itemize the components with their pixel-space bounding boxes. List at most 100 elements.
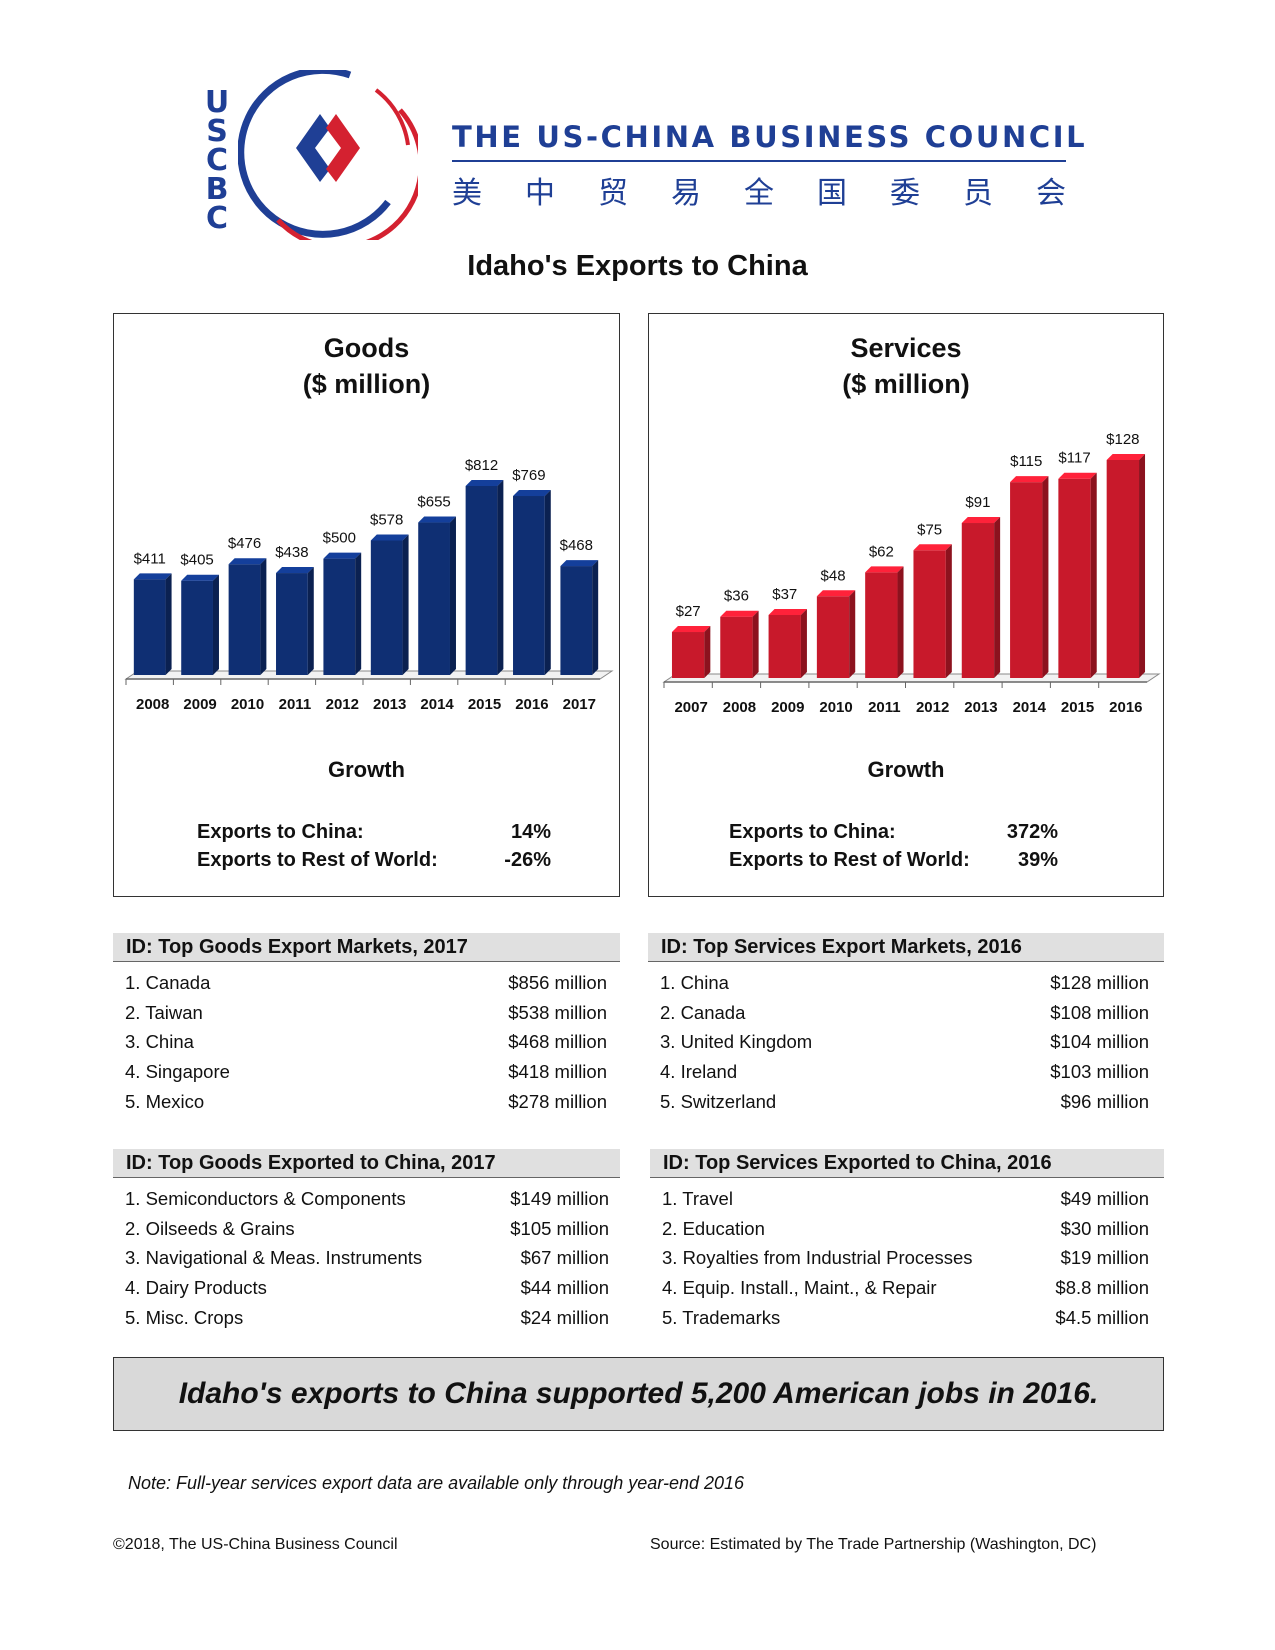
- chart-bar: [1058, 472, 1097, 678]
- goods-growth-label-china: Exports to China:: [197, 821, 364, 843]
- list-item-label: 4. Ireland: [660, 1061, 738, 1082]
- list-item: 3. Navigational & Meas. Instruments $67 m…: [125, 1243, 609, 1273]
- goods-bar-chart: $411 2008 $405 2009 $476 2010 $438 2011 $500 2012…: [124, 457, 614, 713]
- bar-data-label: $500: [323, 530, 356, 547]
- chart-bar: [418, 516, 456, 675]
- bar-data-label: $411: [134, 550, 166, 567]
- bar-data-label: $48: [821, 567, 846, 584]
- cn-char: 国: [817, 176, 847, 211]
- bar-data-label: $468: [560, 537, 593, 554]
- goods-growth-value-world: -26%: [504, 849, 551, 871]
- cn-char: 贸: [598, 176, 628, 211]
- list-item: 4. Singapore $418 million: [125, 1057, 607, 1087]
- chart-bar: [1010, 476, 1049, 678]
- list-item: 2. Taiwan $538 million: [125, 998, 607, 1028]
- x-tick-label: 2010: [819, 699, 852, 716]
- bar-data-label: $128: [1106, 431, 1139, 448]
- list-item: 3. China $468 million: [125, 1027, 607, 1057]
- uscbc-logo-icon: [238, 70, 418, 240]
- bar-data-label: $115: [1010, 453, 1042, 470]
- x-tick-label: 2008: [723, 699, 756, 716]
- cn-char: 易: [671, 176, 701, 211]
- list-item-label: 5. Switzerland: [660, 1091, 777, 1112]
- services-title-line2: ($ million): [842, 369, 970, 399]
- list-item-label: 3. China: [125, 1031, 194, 1052]
- list-item-value: $418 million: [508, 1061, 607, 1082]
- x-tick-label: 2014: [420, 696, 454, 713]
- chart-bar: [720, 610, 759, 678]
- cn-char: 全: [744, 176, 774, 211]
- cn-char: 会: [1036, 176, 1066, 211]
- services-markets-header: ID: Top Services Export Markets, 2016: [648, 933, 1164, 962]
- list-item-value: $49 million: [1060, 1188, 1149, 1209]
- goods-markets-header: ID: Top Goods Export Markets, 2017: [113, 933, 620, 962]
- x-tick-label: 2008: [136, 696, 169, 713]
- goods-title-line2: ($ million): [302, 369, 431, 399]
- chart-bar: [865, 566, 904, 678]
- bar-data-label: $37: [772, 586, 797, 603]
- list-item-label: 1. Travel: [662, 1188, 733, 1209]
- logo-letter: B: [205, 172, 229, 207]
- services-growth-label-world: Exports to Rest of World:: [729, 849, 970, 871]
- x-tick-label: 2009: [183, 696, 216, 713]
- list-item-label: 1. Semiconductors & Components: [125, 1188, 406, 1209]
- list-item-label: 3. Navigational & Meas. Instruments: [125, 1247, 423, 1268]
- x-tick-label: 2017: [563, 696, 596, 713]
- list-item-value: $103 million: [1050, 1061, 1149, 1082]
- services-growth-label-china: Exports to China:: [729, 821, 896, 843]
- x-tick-label: 2013: [964, 699, 997, 716]
- list-item-label: 4. Dairy Products: [125, 1277, 267, 1298]
- org-name-chinese: 美 中 贸 易 全 国 委 员 会: [452, 168, 1066, 212]
- services-bar-chart: $27 2007 $36 2008 $37 2009 $48 2010 $62 2011 $75 20…: [662, 431, 1161, 716]
- list-item: 4. Equip. Install., Maint., & Repair $8.8…: [662, 1273, 1149, 1303]
- bar-data-label: $91: [965, 494, 990, 511]
- goods-growth-value-china: 14%: [510, 821, 551, 843]
- list-item-label: 1. Canada: [125, 972, 211, 993]
- bar-data-label: $438: [275, 544, 308, 561]
- chart-bar: [671, 626, 711, 678]
- x-tick-label: 2012: [326, 696, 359, 713]
- list-item: 5. Mexico $278 million: [125, 1087, 607, 1117]
- list-item: 1. Canada $856 million: [125, 968, 607, 998]
- chart-bar: [1106, 454, 1146, 678]
- chart-bar: [961, 517, 1001, 678]
- chart-bar: [276, 567, 314, 675]
- x-tick-label: 2016: [1109, 699, 1142, 716]
- list-item: 5. Switzerland $96 million: [660, 1087, 1149, 1117]
- list-item-label: 2. Education: [662, 1218, 765, 1239]
- logo-letter: C: [205, 201, 229, 236]
- org-name-divider: [452, 160, 1066, 162]
- list-item-label: 2. Canada: [660, 1002, 746, 1023]
- x-tick-label: 2016: [515, 696, 548, 713]
- list-item-value: $67 million: [520, 1247, 609, 1268]
- list-item-value: $24 million: [520, 1307, 609, 1328]
- logo-letter: C: [205, 143, 229, 178]
- list-item-label: 1. China: [660, 972, 729, 993]
- bar-data-label: $476: [228, 535, 261, 552]
- list-item: 3. United Kingdom $104 million: [660, 1027, 1149, 1057]
- chart-bar: [228, 558, 267, 675]
- chart-bar: [181, 574, 219, 675]
- cn-char: 中: [525, 176, 555, 211]
- list-item: 2. Education $30 million: [662, 1214, 1149, 1244]
- list-item-label: 5. Misc. Crops: [125, 1307, 244, 1328]
- list-item-label: 4. Equip. Install., Maint., & Repair: [662, 1277, 937, 1298]
- list-item-value: $19 million: [1060, 1247, 1149, 1268]
- chart-bar: [465, 480, 504, 675]
- chart-bar: [323, 552, 362, 675]
- cn-char: 委: [890, 176, 920, 211]
- x-tick-label: 2012: [916, 699, 949, 716]
- list-item-value: $468 million: [508, 1031, 607, 1052]
- chart-bar: [133, 573, 172, 675]
- page-title: Idaho's Exports to China: [467, 250, 808, 282]
- services-chart-title: Services ($ million): [649, 330, 1163, 402]
- list-item-value: $44 million: [520, 1277, 609, 1298]
- bar-data-label: $75: [917, 521, 942, 538]
- bar-data-label: $62: [869, 543, 894, 560]
- list-item-value: $96 million: [1060, 1091, 1149, 1112]
- list-item-value: $104 million: [1050, 1031, 1149, 1052]
- list-item: 2. Oilseeds & Grains $105 million: [125, 1214, 609, 1244]
- list-item: 3. Royalties from Industrial Processes $1…: [662, 1243, 1149, 1273]
- bar-data-label: $655: [417, 494, 450, 511]
- bar-data-label: $405: [180, 552, 213, 569]
